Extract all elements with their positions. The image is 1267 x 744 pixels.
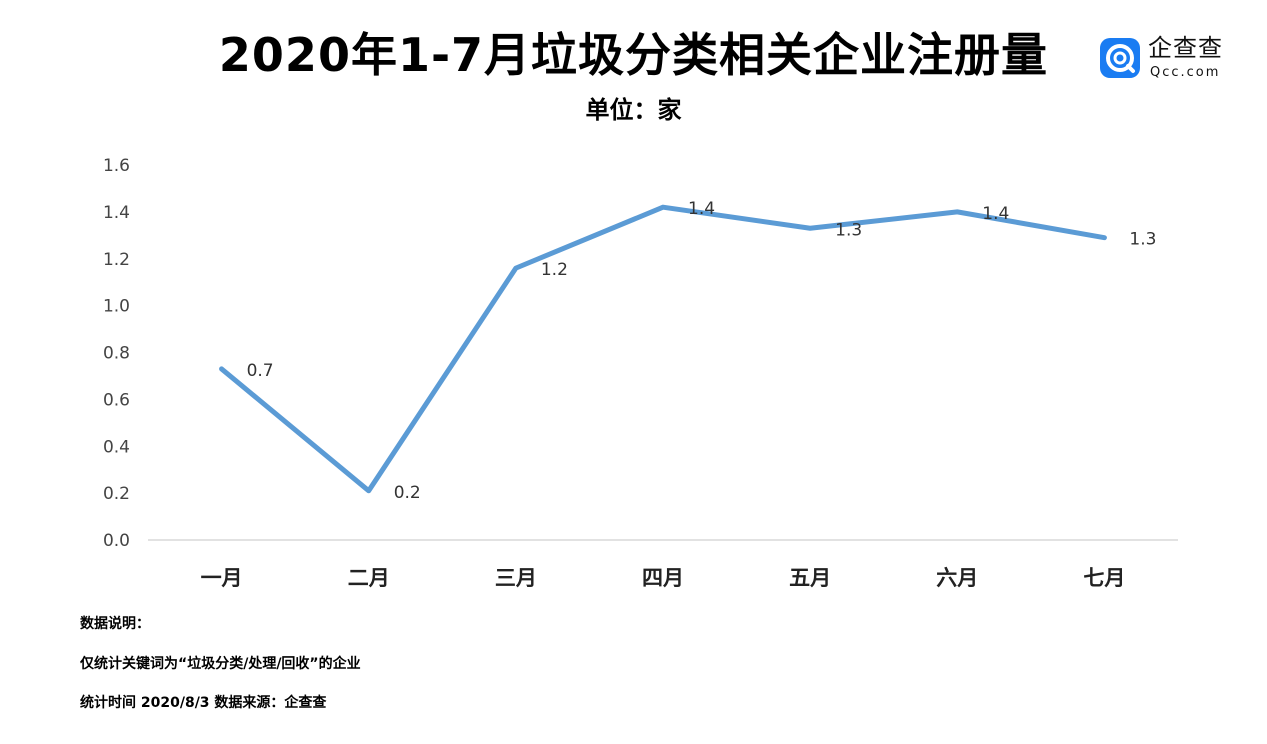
- data-label: 1.2: [541, 260, 568, 280]
- x-category-label: 二月: [348, 566, 390, 590]
- x-category-label: 三月: [495, 566, 537, 590]
- y-tick-label: 1.0: [103, 297, 130, 317]
- qcc-logo-icon: [1100, 38, 1140, 78]
- y-tick-label: 0.6: [103, 390, 130, 410]
- logo-domain: Qcc.com: [1150, 65, 1221, 80]
- x-axis: 一月 二月 三月 四月 五月 六月 七月: [201, 566, 1126, 590]
- series-line: [219, 204, 1107, 494]
- y-tick-label: 0.2: [103, 484, 130, 504]
- y-tick-label: 1.6: [103, 156, 130, 176]
- x-category-label: 一月: [201, 566, 243, 590]
- x-category-label: 五月: [789, 566, 831, 590]
- data-label: 0.7: [247, 361, 274, 381]
- data-label: 1.4: [982, 204, 1009, 224]
- data-label: 1.3: [835, 220, 862, 240]
- y-axis: 0.0 0.2 0.4 0.6 0.8 1.0 1.2 1.4 1.6: [103, 156, 130, 551]
- logo-name: 企查查: [1148, 34, 1223, 62]
- notes-source: 统计时间 2020/8/3 数据来源：企查查: [80, 695, 327, 711]
- notes-heading: 数据说明：: [80, 616, 150, 632]
- qcc-logo: 企查查 Qcc.com: [1100, 36, 1240, 86]
- notes-scope: 仅统计关键词为“垃圾分类/处理/回收”的企业: [80, 656, 361, 672]
- y-tick-label: 1.2: [103, 250, 130, 270]
- chart-title: 2020年1-7月垃圾分类相关企业注册量: [218, 28, 1049, 82]
- data-label: 1.4: [688, 199, 715, 219]
- chart-unit: 单位：家: [585, 96, 682, 124]
- x-category-label: 七月: [1083, 566, 1125, 590]
- line-chart: 0.0 0.2 0.4 0.6 0.8 1.0 1.2 1.4 1.6 一月 二月 三月 四月 五月 六月…: [103, 156, 1178, 590]
- data-labels: 0.7 0.2 1.2 1.4 1.3 1.4 1.3: [247, 199, 1157, 503]
- y-tick-label: 0.4: [103, 437, 130, 457]
- y-tick-label: 1.4: [103, 203, 130, 223]
- data-label: 0.2: [394, 483, 421, 503]
- y-tick-label: 0.0: [103, 531, 130, 551]
- x-category-label: 四月: [642, 566, 684, 590]
- y-tick-label: 0.8: [103, 344, 130, 364]
- x-category-label: 六月: [936, 566, 978, 590]
- data-label: 1.3: [1129, 230, 1156, 250]
